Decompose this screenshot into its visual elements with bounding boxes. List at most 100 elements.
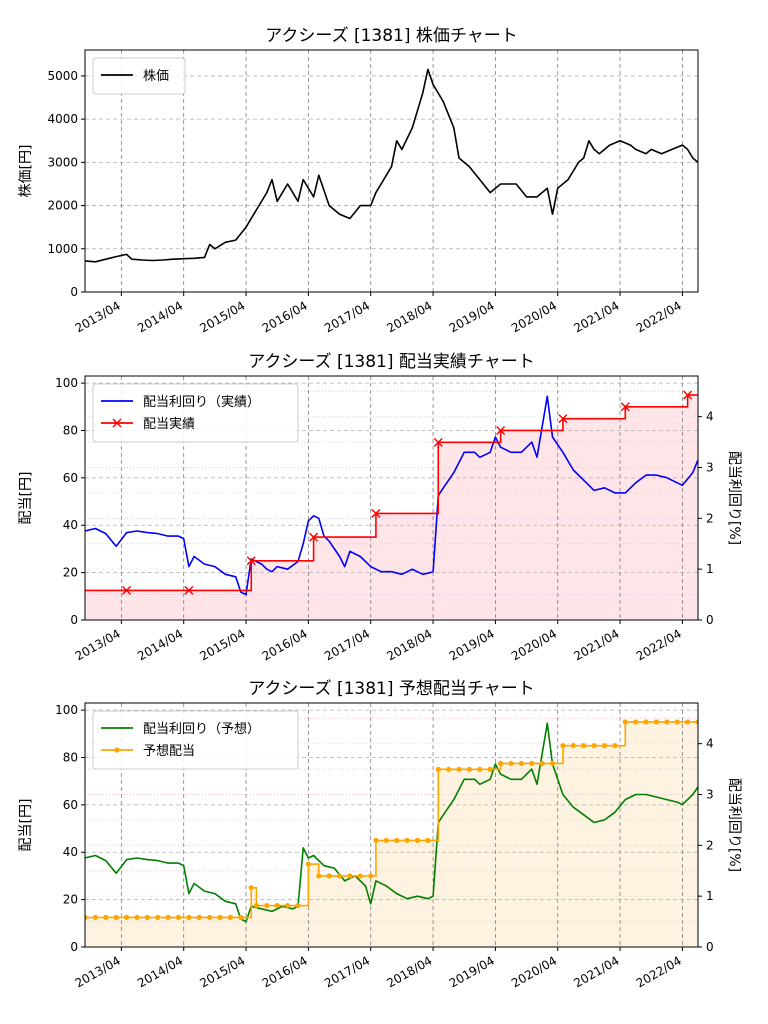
dividend-marker <box>207 914 213 920</box>
y-tick-label: 60 <box>63 798 78 812</box>
x-tick-label: 2018/04 <box>384 953 434 990</box>
dividend-marker <box>549 760 556 767</box>
dividend-marker <box>497 760 504 767</box>
y-tick-label: 100 <box>55 376 78 390</box>
dividend-marker <box>570 743 576 749</box>
y2-tick-label: 2 <box>706 511 714 525</box>
dividend-marker <box>518 760 524 767</box>
dividend-marker <box>664 719 670 725</box>
plot-area <box>85 50 698 292</box>
dividend-marker <box>85 914 88 920</box>
x-tick-label: 2013/04 <box>73 298 123 335</box>
series-line-株価 <box>85 68 698 263</box>
x-tick-label: 2013/04 <box>73 953 123 990</box>
dividend-fill-area <box>85 721 698 947</box>
x-tick-label: 2021/04 <box>571 298 621 335</box>
x-tick-label: 2019/04 <box>447 626 497 663</box>
legend-marker <box>114 747 120 753</box>
dividend-marker <box>414 837 421 843</box>
dividend-marker <box>456 766 462 772</box>
y-tick-label: 2000 <box>47 199 78 213</box>
series-step-予想配当 <box>85 721 698 919</box>
y2-tick-label: 4 <box>706 410 714 424</box>
x-tick-label: 2015/04 <box>197 298 247 335</box>
y2-axis-label: 配当利回り[%] <box>726 778 742 872</box>
x-tick-label: 2022/04 <box>634 953 684 990</box>
dividend-marker <box>122 585 132 595</box>
dividend-marker <box>144 914 150 920</box>
dividend-marker <box>246 556 256 566</box>
chart-title: アクシーズ [1381] 株価チャート <box>265 26 517 46</box>
y2-tick-label: 0 <box>706 613 714 627</box>
y-tick-label: 40 <box>63 518 78 532</box>
x-tick-label: 2016/04 <box>260 298 310 335</box>
dividend-marker <box>404 837 410 843</box>
series-line-配当利回り（予想） <box>85 722 698 923</box>
dividend-marker <box>305 861 311 867</box>
dividend-marker <box>347 873 353 879</box>
dividend-marker <box>274 902 280 909</box>
dividend-actual-chart: 0 20 40 60 80 100 0 1 2 3 4 2013/04 2014/04 2015/04 20… <box>18 352 742 664</box>
dividend-marker <box>685 719 691 725</box>
dividend-marker <box>446 766 452 772</box>
dividend-fill-area <box>85 394 698 620</box>
x-tick-label: 2020/04 <box>509 953 559 990</box>
dividend-marker <box>394 837 400 843</box>
dividend-marker <box>336 873 343 879</box>
dividend-marker <box>674 719 680 725</box>
dividend-marker <box>487 766 493 772</box>
x-tick-label: 2017/04 <box>322 953 372 990</box>
x-tick-label: 2020/04 <box>509 298 559 335</box>
chart-title: アクシーズ [1381] 予想配当チャート <box>248 679 534 699</box>
dividend-marker <box>496 425 506 435</box>
x-tick-label: 2014/04 <box>135 626 185 663</box>
y-tick-label: 0 <box>70 613 78 627</box>
dividend-marker <box>435 766 441 772</box>
dividend-marker <box>653 719 660 725</box>
y-tick-label: 0 <box>70 940 78 954</box>
legend-label: 配当実績 <box>143 416 195 432</box>
dividend-marker <box>326 873 332 879</box>
y-tick-label: 3000 <box>47 155 78 169</box>
y2-tick-label: 4 <box>706 737 714 751</box>
x-tick-label: 2021/04 <box>571 626 621 663</box>
dividend-marker <box>433 437 443 447</box>
dividend-marker <box>425 837 431 843</box>
legend-label: 株価 <box>143 69 169 84</box>
dividend-marker <box>683 390 693 400</box>
dividend-marker <box>643 719 649 725</box>
legend-label: 予想配当 <box>143 743 195 759</box>
x-tick-label: 2017/04 <box>322 626 372 663</box>
dividend-marker <box>264 902 270 909</box>
y-tick-label: 0 <box>70 285 78 299</box>
x-tick-label: 2013/04 <box>73 626 123 663</box>
dividend-marker <box>477 766 483 772</box>
dividend-marker <box>368 873 374 879</box>
x-tick-label: 2020/04 <box>509 626 559 663</box>
y-tick-label: 4000 <box>47 112 78 126</box>
y2-tick-label: 3 <box>706 788 714 802</box>
y-tick-label: 80 <box>63 423 78 437</box>
dividend-marker <box>184 585 194 595</box>
dividend-marker <box>620 402 630 412</box>
x-tick-label: 2014/04 <box>135 953 185 990</box>
dividend-marker <box>695 719 698 725</box>
x-tick-label: 2019/04 <box>447 298 497 335</box>
y-tick-label: 5000 <box>47 69 78 83</box>
y-axis-label: 配当[円] <box>18 799 34 852</box>
dividend-marker <box>612 743 618 749</box>
x-tick-label: 2018/04 <box>384 298 434 335</box>
price-chart: 0 1000 2000 3000 4000 5000 2013/04 2014/04 2015/… <box>18 26 699 336</box>
y2-tick-label: 1 <box>706 889 714 903</box>
dividend-marker <box>175 914 182 920</box>
dividend-marker <box>558 414 568 424</box>
dividend-marker <box>316 873 322 879</box>
plot-area <box>85 376 698 620</box>
y2-axis-label: 配当利回り[%] <box>726 451 742 545</box>
dividend-marker <box>92 914 98 920</box>
plot-frame <box>84 702 699 948</box>
dividend-marker <box>217 914 223 920</box>
legend-box <box>92 57 186 95</box>
plot-frame <box>84 49 699 293</box>
chart-title: アクシーズ [1381] 配当実績チャート <box>248 352 534 372</box>
